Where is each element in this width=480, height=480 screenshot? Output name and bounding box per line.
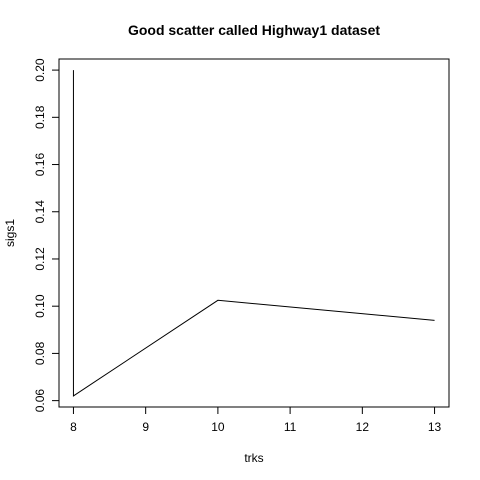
chart-title: Good scatter called Highway1 dataset — [128, 22, 380, 38]
y-tick-label: 0.14 — [33, 200, 47, 224]
y-tick-label: 0.10 — [33, 294, 47, 318]
y-tick-label: 0.06 — [33, 389, 47, 413]
x-tick-label: 10 — [211, 420, 225, 434]
x-tick-label: 11 — [284, 420, 297, 434]
x-tick-label: 9 — [142, 420, 149, 434]
x-tick-label: 12 — [356, 420, 370, 434]
y-tick-label: 0.18 — [33, 105, 47, 129]
x-axis-label: trks — [244, 451, 263, 465]
y-tick-label: 0.08 — [33, 341, 47, 365]
y-tick-label: 0.12 — [33, 247, 47, 271]
y-tick-label: 0.20 — [33, 58, 47, 82]
y-tick-label: 0.16 — [33, 153, 47, 177]
x-tick-label: 13 — [428, 420, 442, 434]
x-tick-label: 8 — [70, 420, 77, 434]
y-axis-label: sigs1 — [3, 219, 17, 247]
